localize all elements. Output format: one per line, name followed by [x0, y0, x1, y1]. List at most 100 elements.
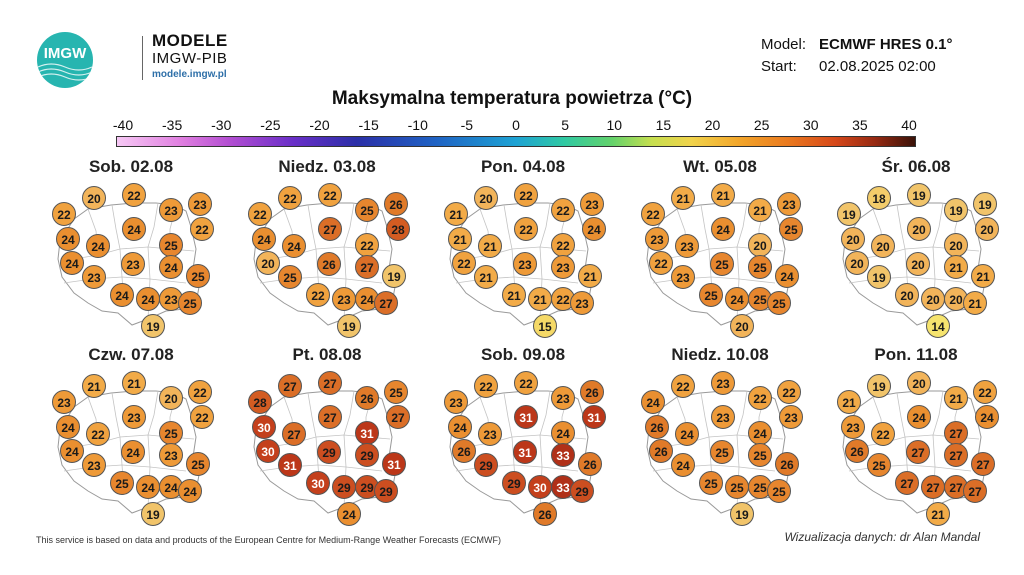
day-label: Sob. 02.08 — [88, 157, 174, 176]
forecast-panel: Wt. 05.08 21 21 21 23 22 25 23 23 24 20 22 23 25 25 24 2… — [625, 157, 815, 338]
temperature-marker: 24 — [121, 440, 145, 464]
temperature-marker: 22 — [86, 422, 110, 446]
temperature-marker: 24 — [56, 415, 80, 439]
temperature-marker: 21 — [82, 374, 106, 398]
logo-mark-text: IMGW — [44, 45, 87, 62]
temperature-marker: 22 — [551, 233, 575, 257]
day-label: Pt. 08.08 — [292, 345, 362, 364]
temperature-marker: 24 — [641, 390, 665, 414]
temperature-marker: 26 — [452, 439, 476, 463]
temperature-marker: 23 — [52, 390, 76, 414]
temperature-marker: 27 — [386, 405, 410, 429]
temperature-marker: 25 — [278, 265, 302, 289]
temperature-marker: 30 — [528, 475, 552, 499]
temperature-marker: 22 — [641, 202, 665, 226]
logo-title: MODELE — [152, 31, 228, 50]
temperature-marker: 23 — [444, 390, 468, 414]
forecast-panel: Niedz. 10.08 22 23 22 22 24 23 26 24 23 24 26 24 25 25… — [625, 345, 815, 526]
temperature-marker: 23 — [779, 405, 803, 429]
temperature-marker: 22 — [649, 251, 673, 275]
temperature-marker: 20 — [975, 217, 999, 241]
model-value: ECMWF HRES 0.1° — [819, 36, 953, 53]
temperature-marker: 26 — [580, 380, 604, 404]
temperature-marker: 25 — [767, 479, 791, 503]
start-value: 02.08.2025 02:00 — [819, 58, 936, 75]
temperature-marker: 21 — [671, 186, 695, 210]
temperature-marker: 24 — [159, 255, 183, 279]
forecast-panel: Pon. 04.08 20 22 22 23 21 24 21 21 22 22 22 21 23 23 21… — [428, 157, 618, 338]
temperature-marker: 22 — [474, 374, 498, 398]
temperature-marker: 26 — [645, 415, 669, 439]
temperature-marker: 25 — [159, 233, 183, 257]
forecast-panel: Niedz. 03.08 22 22 25 26 22 28 24 24 27 22 20 25 26 27… — [232, 157, 422, 338]
temperature-marker: 23 — [122, 405, 146, 429]
temperature-marker: 22 — [188, 380, 212, 404]
temperature-marker: 31 — [582, 405, 606, 429]
temperature-marker: 23 — [159, 287, 183, 311]
colorbar-tick: -10 — [407, 117, 428, 133]
temperature-marker: 31 — [514, 405, 538, 429]
temperature-marker: 23 — [159, 198, 183, 222]
temperature-marker: 24 — [711, 217, 735, 241]
temperature-marker: 23 — [121, 252, 145, 276]
temperature-marker: 25 — [186, 264, 210, 288]
temperature-marker: 23 — [841, 415, 865, 439]
logo-url[interactable]: modele.imgw.pl — [152, 69, 227, 80]
temperature-marker: 21 — [944, 386, 968, 410]
temperature-marker: 23 — [671, 265, 695, 289]
temperature-marker: 26 — [775, 452, 799, 476]
temperature-marker: 20 — [845, 251, 869, 275]
temperature-marker: 27 — [906, 440, 930, 464]
temperature-marker: 24 — [110, 283, 134, 307]
logo-subtitle: IMGW-PIB — [152, 50, 228, 67]
temperature-marker: 29 — [332, 475, 356, 499]
temperature-marker: 26 — [845, 439, 869, 463]
temperature-marker: 24 — [907, 405, 931, 429]
colorbar-tick: 35 — [852, 117, 868, 133]
colorbar — [116, 136, 916, 147]
temperature-marker: 24 — [122, 217, 146, 241]
temperature-marker: 22 — [190, 217, 214, 241]
temperature-marker: 23 — [777, 192, 801, 216]
colorbar-tick: 5 — [561, 117, 570, 133]
temperature-marker: 21 — [748, 198, 772, 222]
temperature-marker: 23 — [478, 422, 502, 446]
temperature-marker: 24 — [136, 287, 160, 311]
temperature-marker: 19 — [141, 502, 165, 526]
temperature-marker: 21 — [478, 234, 502, 258]
temperature-marker: 20 — [895, 283, 919, 307]
temperature-marker: 27 — [895, 471, 919, 495]
temperature-marker: 22 — [514, 183, 538, 207]
temperature-marker: 14 — [926, 314, 950, 338]
temperature-marker: 19 — [973, 192, 997, 216]
temperature-marker: 29 — [374, 479, 398, 503]
temperature-marker: 20 — [907, 217, 931, 241]
temperature-marker: 31 — [513, 440, 537, 464]
temperature-marker: 29 — [474, 453, 498, 477]
day-label: Wt. 05.08 — [683, 157, 757, 176]
temperature-marker: 29 — [317, 440, 341, 464]
temperature-marker: 27 — [963, 479, 987, 503]
temperature-marker: 30 — [252, 415, 276, 439]
temperature-marker: 19 — [730, 502, 754, 526]
temperature-marker: 20 — [730, 314, 754, 338]
temperature-marker: 22 — [248, 202, 272, 226]
temperature-marker: 29 — [502, 471, 526, 495]
temperature-marker: 22 — [278, 186, 302, 210]
temperature-marker: 23 — [159, 443, 183, 467]
colorbar-tick: -20 — [309, 117, 330, 133]
temperature-marker: 24 — [975, 405, 999, 429]
temperature-marker: 20 — [907, 371, 931, 395]
temperature-marker: 21 — [502, 283, 526, 307]
imgw-logo: IMGW MODELE IMGW-PIB modele.imgw.pl — [36, 28, 227, 88]
temperature-marker: 25 — [779, 217, 803, 241]
temperature-marker: 25 — [748, 255, 772, 279]
temperature-marker: 22 — [871, 422, 895, 446]
colorbar-tick: -5 — [460, 117, 474, 133]
forecast-panel: Czw. 07.08 21 21 20 22 23 22 24 22 23 25 24 23 24 23 25… — [36, 345, 226, 526]
colorbar-tick: 20 — [704, 117, 721, 133]
temperature-marker: 23 — [580, 192, 604, 216]
temperature-marker: 19 — [141, 314, 165, 338]
temperature-marker: 25 — [178, 291, 202, 315]
temperature-marker: 21 — [711, 183, 735, 207]
